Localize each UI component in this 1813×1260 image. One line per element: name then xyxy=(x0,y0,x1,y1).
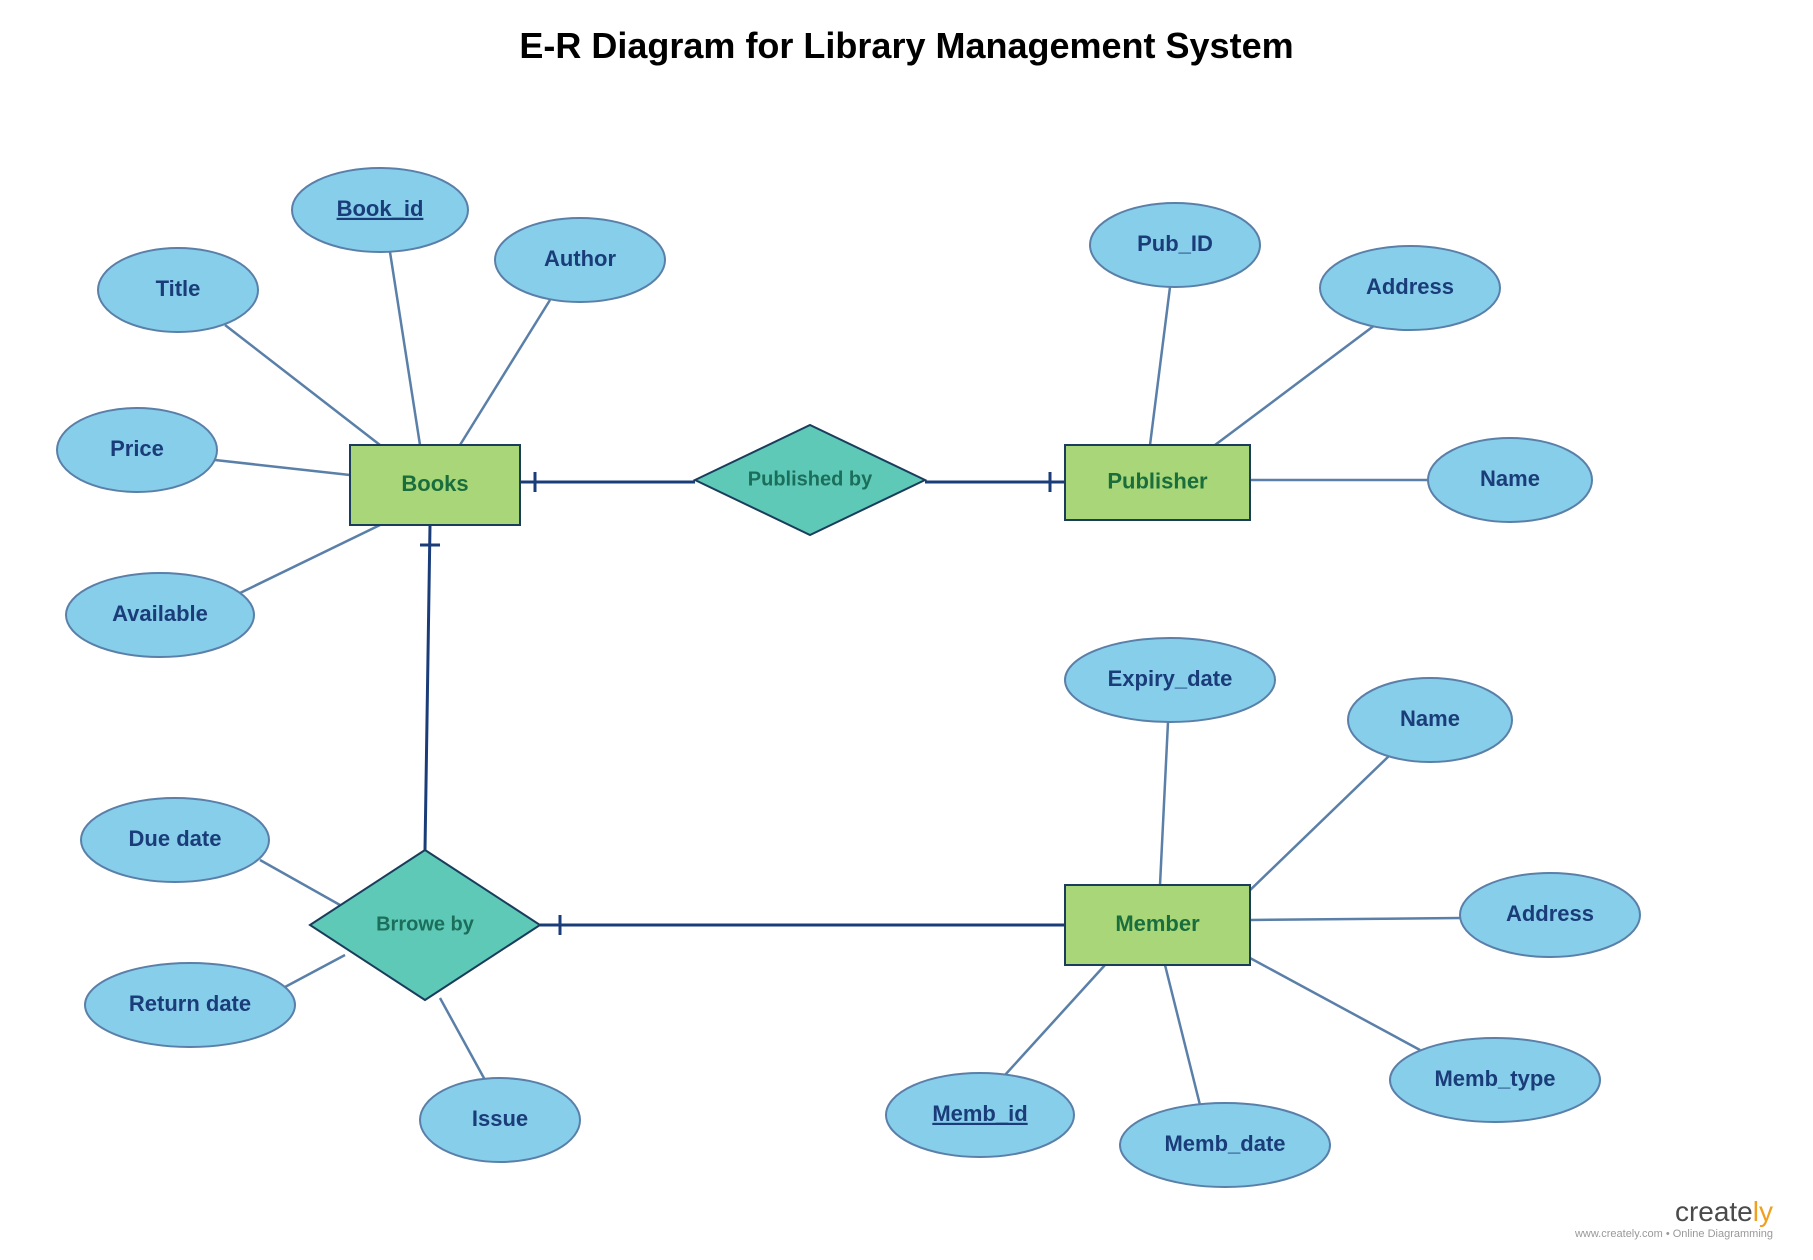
diagram-canvas: Title Book_id Author Price Available Pub_ID Ad… xyxy=(0,0,1813,1260)
attr-label-expiry_date: Expiry_date xyxy=(1108,666,1233,691)
attr-edge-pub_id xyxy=(1150,287,1170,445)
attr-label-memb_date: Memb_date xyxy=(1164,1131,1285,1156)
attr-label-memb_type: Memb_type xyxy=(1434,1066,1555,1091)
rel-label-published_by: Published by xyxy=(748,468,873,490)
attr-edge-issue xyxy=(440,998,485,1080)
attr-label-due_date: Due date xyxy=(129,826,222,851)
attr-edge-available xyxy=(240,525,380,593)
attr-edge-title xyxy=(225,325,380,445)
attr-edge-price xyxy=(215,460,350,475)
attr-label-pub_id: Pub_ID xyxy=(1137,231,1213,256)
footer-brand-cre: create xyxy=(1675,1196,1753,1227)
attr-edge-memb_date xyxy=(1165,965,1200,1105)
attr-edge-expiry_date xyxy=(1160,722,1168,885)
attr-label-memb_id: Memb_id xyxy=(932,1101,1027,1126)
footer: creately www.creately.com • Online Diagr… xyxy=(1575,1196,1773,1240)
entity-label-publisher: Publisher xyxy=(1107,468,1208,493)
attr-label-pub_name: Name xyxy=(1480,466,1540,491)
entity-label-member: Member xyxy=(1115,911,1200,936)
attr-label-pub_address: Address xyxy=(1366,274,1454,299)
attr-edge-book_id xyxy=(390,252,420,445)
attr-edge-return_date xyxy=(285,955,345,987)
footer-brand-ly: ly xyxy=(1753,1196,1773,1227)
attr-label-mem_name: Name xyxy=(1400,706,1460,731)
attr-label-title: Title xyxy=(156,276,201,301)
attr-edge-mem_name xyxy=(1245,755,1390,895)
rel-edge-books-borrow_by xyxy=(425,525,430,850)
attr-edge-memb_id xyxy=(1005,965,1105,1075)
attr-label-mem_address: Address xyxy=(1506,901,1594,926)
attr-edge-author xyxy=(460,300,550,445)
rel-label-borrow_by: Brrowe by xyxy=(376,913,475,935)
attr-label-price: Price xyxy=(110,436,164,461)
attr-label-available: Available xyxy=(112,601,208,626)
attr-label-return_date: Return date xyxy=(129,991,251,1016)
attr-label-issue: Issue xyxy=(472,1106,528,1131)
attr-edge-pub_address xyxy=(1215,325,1375,445)
attr-edge-due_date xyxy=(260,860,340,905)
attr-label-book_id: Book_id xyxy=(337,196,424,221)
footer-tagline: www.creately.com • Online Diagramming xyxy=(1575,1228,1773,1240)
attr-label-author: Author xyxy=(544,246,617,271)
footer-brand: creately xyxy=(1575,1196,1773,1228)
entity-label-books: Books xyxy=(401,471,468,496)
attr-edge-mem_address xyxy=(1250,918,1460,920)
attr-edge-memb_type xyxy=(1250,958,1420,1050)
